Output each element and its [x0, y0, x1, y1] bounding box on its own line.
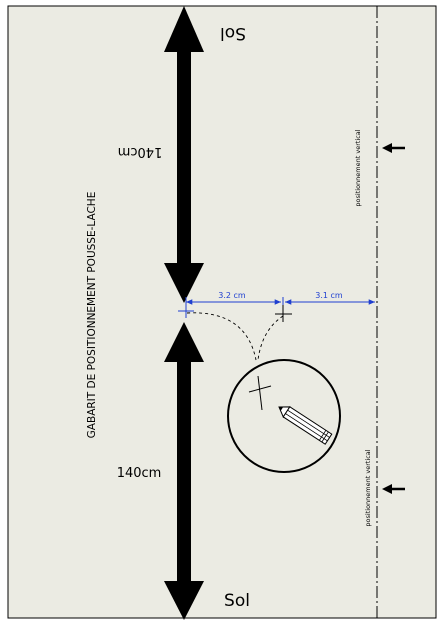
lower-arrow-head-bottom	[164, 581, 204, 620]
bottom-floor-label: Sol	[224, 591, 250, 611]
vertical-positioning-label-top: positionnement vertical	[354, 129, 362, 206]
paper-sheet	[7, 5, 437, 619]
top-distance-label: 140cm	[118, 144, 163, 159]
swing-arc-right	[257, 315, 284, 361]
reference-crosshair	[178, 304, 194, 318]
upper-arrow-head-bottom	[164, 263, 204, 303]
upper-arrow-head-top	[164, 6, 204, 52]
target-crosshair	[275, 305, 292, 322]
template-title: GABARIT DE POSITIONNEMENT POUSSE-LACHE	[86, 192, 98, 439]
dimension-left-label: 3.2 cm	[218, 291, 246, 300]
lower-arrow-head-top	[164, 322, 204, 362]
dimension-lines: 3.2 cm 3.1 cm	[185, 291, 375, 306]
lower-arrow-shaft	[177, 360, 191, 584]
pointer-arrow-top	[382, 143, 405, 153]
swing-arc-left	[186, 312, 257, 361]
drill-circle	[227, 359, 341, 473]
upper-arrow-shaft	[177, 50, 191, 266]
pointer-arrow-bottom	[382, 484, 405, 494]
bottom-distance-label: 140cm	[117, 466, 162, 481]
vertical-positioning-label-bottom: positionnement vertical	[364, 449, 372, 526]
lower-height-arrow	[164, 322, 204, 620]
upper-height-arrow	[164, 6, 204, 303]
dimension-right-label: 3.1 cm	[315, 291, 343, 300]
circle-center-cross	[248, 375, 272, 411]
pencil-icon	[278, 406, 333, 445]
top-floor-label: Sol	[220, 23, 246, 43]
